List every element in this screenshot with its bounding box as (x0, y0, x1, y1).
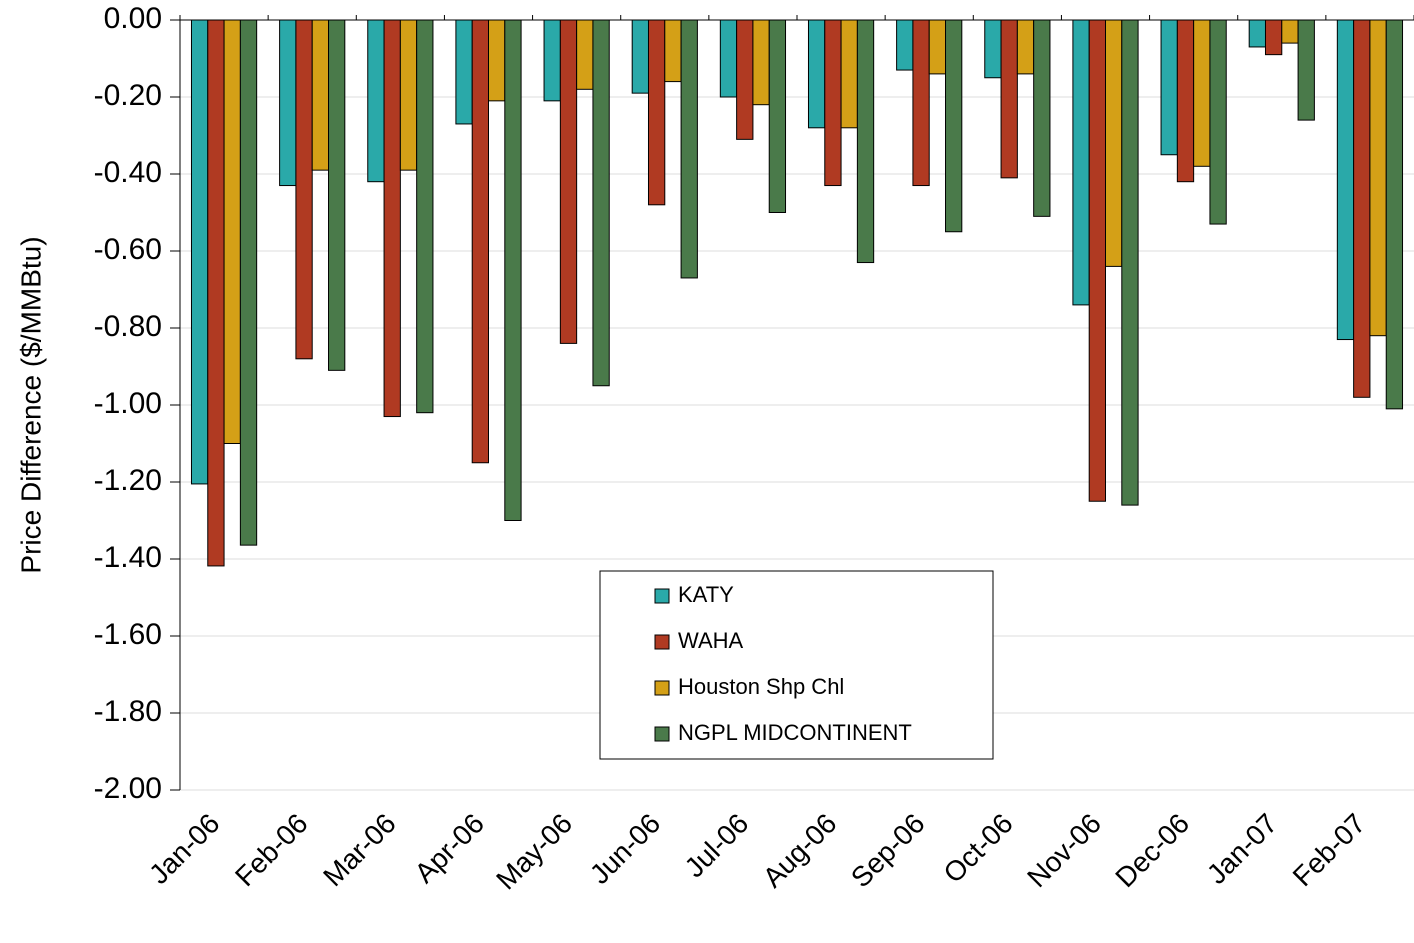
bar (239, 19, 258, 546)
bar (328, 19, 346, 371)
bar (807, 19, 826, 129)
y-tick-label: -1.60 (94, 618, 162, 651)
bar (471, 19, 490, 464)
bar (736, 19, 754, 140)
bar (190, 19, 209, 485)
y-tick-label: -1.80 (94, 695, 162, 728)
bar (896, 19, 914, 71)
bar (984, 19, 1002, 79)
bar (1369, 19, 1387, 337)
y-axis-title: Price Difference ($/MMBtu) (15, 236, 46, 573)
bar (279, 19, 297, 187)
y-tick-label: -0.40 (94, 156, 162, 189)
legend-swatch (654, 634, 670, 650)
x-tick-label: Sep-06 (845, 808, 931, 894)
bar (295, 19, 313, 360)
bar (768, 19, 787, 213)
y-tick-label: -1.40 (94, 541, 162, 574)
bar (1193, 19, 1211, 167)
x-tick-label: Jun-06 (584, 808, 666, 890)
bar (488, 19, 506, 102)
bar (455, 19, 473, 125)
x-tick-label: Jan-06 (143, 808, 225, 890)
bar (928, 19, 947, 75)
bar (576, 19, 594, 90)
bar (647, 19, 666, 206)
x-tick-label: Dec-06 (1109, 808, 1195, 894)
bar (223, 19, 241, 444)
bar (1385, 19, 1404, 410)
bar (1033, 19, 1051, 217)
bar (912, 19, 930, 187)
x-tick-label: Feb-07 (1287, 808, 1372, 893)
y-tick-label: -0.20 (94, 79, 162, 112)
bar (1297, 19, 1315, 121)
y-tick-label: -0.60 (94, 233, 162, 266)
bar (1176, 19, 1195, 183)
bar (1160, 19, 1178, 156)
x-tick-label: Nov-06 (1021, 808, 1107, 894)
x-tick-label: Jan-07 (1201, 808, 1283, 890)
bar (664, 19, 682, 83)
bar (1000, 19, 1018, 179)
legend-swatch (654, 680, 670, 696)
bar (752, 19, 770, 106)
y-tick-label: -1.20 (94, 464, 162, 497)
y-tick-label: -0.80 (94, 310, 162, 343)
x-tick-label: Aug-06 (757, 808, 843, 894)
x-tick-label: Jul-06 (679, 808, 755, 884)
x-tick-label: May-06 (490, 808, 578, 896)
bar (1248, 19, 1266, 48)
legend-swatch (654, 588, 670, 604)
bar (856, 19, 875, 264)
y-tick-label: -1.00 (94, 387, 162, 420)
bar (1105, 19, 1123, 267)
bar (559, 19, 578, 344)
x-tick-label: Mar-06 (317, 808, 402, 893)
bar (1016, 19, 1035, 75)
x-tick-label: Feb-06 (229, 808, 314, 893)
bar (824, 19, 842, 187)
bar (1072, 19, 1090, 306)
bar (543, 19, 561, 102)
legend-label: NGPL MIDCONTINENT (678, 720, 912, 745)
legend-label: Houston Shp Chl (678, 674, 844, 699)
bar (1336, 19, 1355, 341)
bar (1281, 19, 1299, 44)
bar (504, 19, 522, 521)
bar (1121, 19, 1139, 506)
bar (631, 19, 649, 94)
legend-label: WAHA (678, 628, 744, 653)
bar (840, 19, 858, 129)
bar (1209, 19, 1227, 225)
bar (367, 19, 385, 183)
bar (207, 19, 225, 567)
y-tick-label: 0.00 (104, 2, 162, 35)
legend-swatch (654, 726, 670, 742)
bar (416, 19, 434, 414)
bar (311, 19, 330, 171)
bar (680, 19, 698, 279)
bar (719, 19, 738, 98)
bar (592, 19, 610, 387)
bar (945, 19, 963, 233)
x-tick-label: Apr-06 (409, 808, 490, 889)
bar (1088, 19, 1106, 502)
bar (383, 19, 401, 418)
x-tick-label: Oct-06 (937, 808, 1018, 889)
bar (1353, 19, 1371, 398)
bar (1264, 19, 1283, 56)
legend-label: KATY (678, 582, 734, 607)
bar (399, 19, 418, 171)
y-tick-label: -2.00 (94, 772, 162, 805)
